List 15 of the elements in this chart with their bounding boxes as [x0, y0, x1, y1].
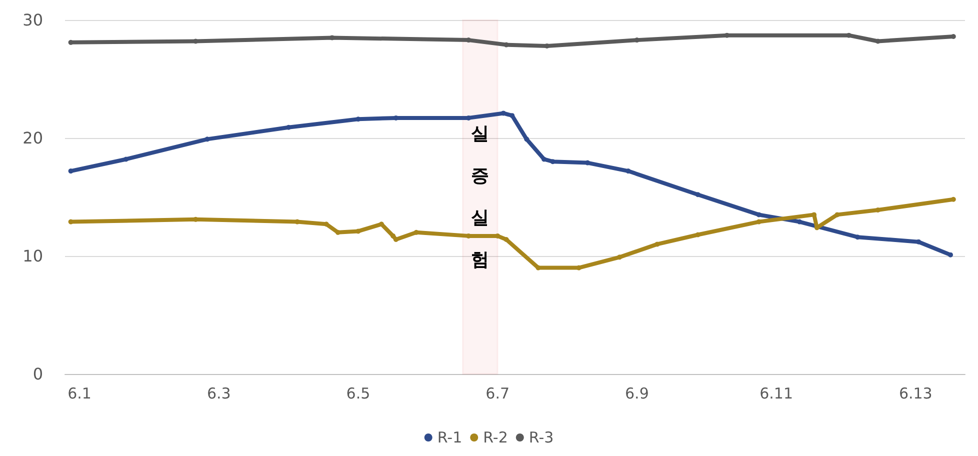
- x-tick-label: 6.11: [760, 384, 793, 402]
- legend-label: R-3: [528, 428, 554, 446]
- x-tick-label: 6.9: [625, 384, 649, 402]
- y-tick-label: 10: [22, 246, 43, 266]
- legend-label: R-2: [483, 428, 508, 446]
- y-tick-label: 30: [22, 10, 43, 30]
- x-tick-label: 6.3: [206, 384, 231, 402]
- x-tick-label: 6.1: [68, 384, 92, 402]
- legend-label: R-1: [437, 428, 462, 446]
- y-tick-label: 20: [22, 128, 43, 148]
- y-tick-label: 0: [32, 364, 43, 384]
- band-label: 실증실험: [471, 124, 490, 270]
- x-tick-label: 6.5: [346, 384, 370, 402]
- x-tick-label: 6.13: [898, 384, 932, 402]
- x-tick-label: 6.7: [486, 384, 510, 402]
